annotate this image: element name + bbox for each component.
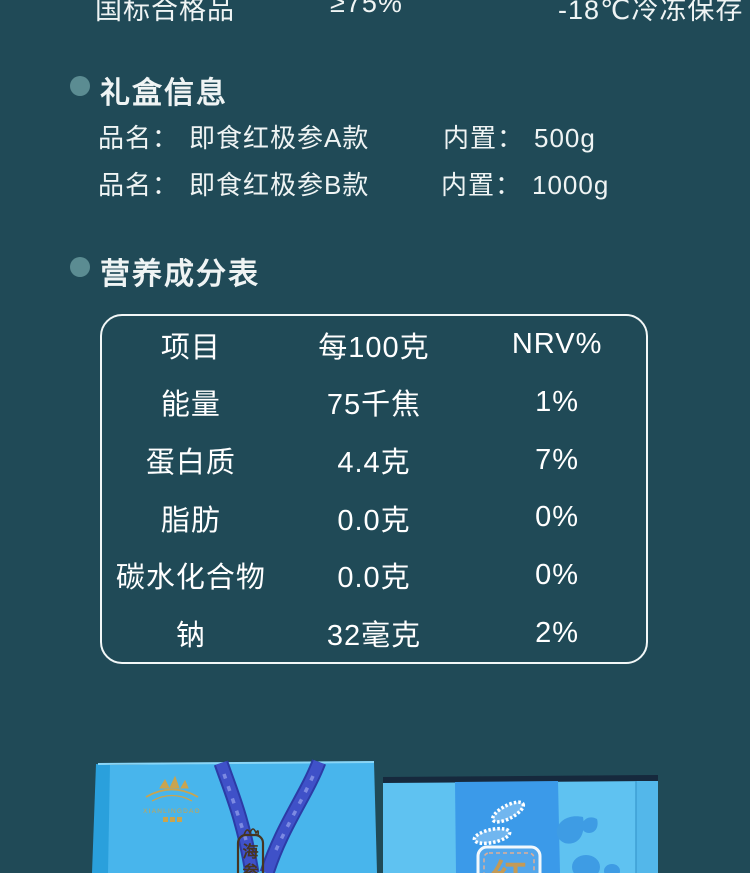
gift-row-b-content: 内置： 1000g (441, 165, 609, 202)
gift-row-b: 品名： 即食红极参B款 (98, 165, 369, 202)
nutrition-cell: 0.0克 (337, 562, 411, 595)
nutrition-cell: 7% (535, 443, 580, 476)
gift-row-a-content: 内置： 500g (443, 118, 596, 155)
nutrition-cell: 能量 (160, 389, 221, 422)
gift-row-a-content-label: 内置： (443, 123, 525, 153)
gift-row-a-name-value: 即食红极参A款 (189, 123, 370, 153)
nutrition-cell: 1% (535, 385, 580, 418)
gift-row-a-content-value: 500g (534, 123, 596, 153)
nutrition-cell: 脂肪 (160, 504, 221, 537)
gift-bag-image: XIANLINGDAO 海 参 (92, 759, 377, 873)
water-droplets-icon (556, 816, 620, 873)
nutrition-header-nrv: NRV% (511, 328, 603, 361)
product-photo: XIANLINGDAO 海 参 (0, 740, 750, 873)
brand-logo-icon: XIANLINGDAO (143, 775, 201, 822)
nutrition-cell: 32毫克 (326, 620, 422, 653)
nutrition-cell: 2% (535, 616, 580, 649)
gift-box-image: 红 (383, 775, 658, 873)
nutrition-cell: 0% (535, 501, 580, 534)
gift-row-a: 品名： 即食红极参A款 (98, 118, 369, 155)
gift-box-right-panel (636, 781, 658, 873)
gift-row-b-name-label: 品名： (98, 170, 180, 200)
spec-row-cell-3: -18℃冷冻保存 (558, 0, 744, 25)
gift-row-b-content-value: 1000g (532, 170, 610, 200)
spec-row-cell-1: 国标合格品 (95, 0, 235, 25)
nutrition-section-title: 营养成分表 (100, 258, 260, 291)
gift-row-a-name-label: 品名： (98, 123, 180, 153)
nutrition-cell: 蛋白质 (145, 447, 236, 480)
brand-logo-text: XIANLINGDAO (143, 808, 201, 815)
gift-section-title: 礼盒信息 (100, 77, 228, 110)
gift-row-b-name-value: 即食红极参B款 (189, 170, 370, 200)
nutrition-header-item: 项目 (160, 331, 221, 364)
ribbon-handle (213, 759, 327, 873)
sea-cucumber-icon (472, 800, 526, 846)
product-photo-illustration: XIANLINGDAO 海 参 (92, 759, 658, 873)
section-bullet-icon (70, 76, 90, 96)
nutrition-cell: 4.4克 (337, 447, 411, 480)
spec-row-cell-2: ≥75% (330, 0, 403, 18)
bag-label-char-1: 海 (242, 842, 258, 861)
gift-bag-top-edge (97, 761, 375, 765)
nutrition-cell: 0.0克 (337, 504, 411, 537)
nutrition-cell: 碳水化合物 (115, 562, 266, 595)
gift-row-b-content-label: 内置： (441, 170, 523, 200)
nutrition-table: 项目 每100克 NRV% 能量 75千焦 1% 蛋白质 4.4克 7% 脂肪 … (100, 314, 648, 664)
nutrition-cell: 75千焦 (326, 389, 422, 422)
nutrition-cell: 钠 (175, 620, 206, 653)
nutrition-header-per100: 每100克 (318, 331, 430, 364)
nutrition-cell: 0% (535, 558, 580, 591)
box-seal-char: 红 (491, 857, 527, 873)
gift-bag-side-flap (92, 764, 112, 873)
bag-label-char-2: 参 (242, 862, 259, 873)
box-seal: 红 (476, 845, 542, 873)
bag-label-cartouche: 海 参 (236, 828, 265, 873)
section-bullet-icon (70, 257, 90, 277)
